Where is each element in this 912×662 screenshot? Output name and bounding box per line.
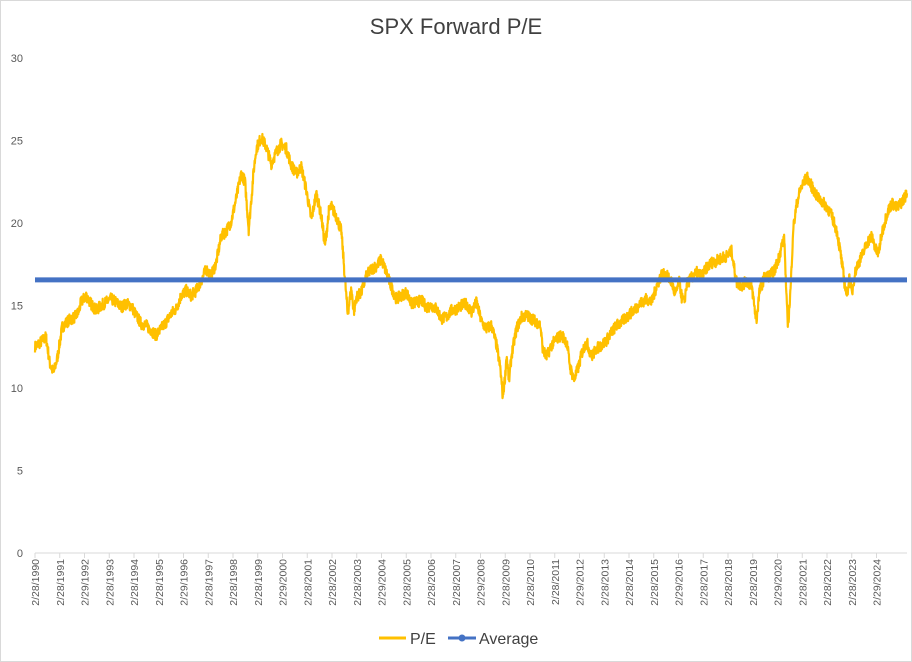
x-tick-label: 2/28/2015 — [649, 559, 661, 606]
x-tick-label: 2/29/2004 — [377, 559, 389, 606]
x-tick-label: 2/28/2019 — [748, 559, 760, 606]
x-tick-label: 2/29/2000 — [278, 559, 290, 606]
x-tick-label: 2/28/2007 — [451, 559, 463, 606]
x-tick-label: 2/28/1998 — [228, 559, 240, 606]
x-tick-label: 2/29/2012 — [575, 559, 587, 606]
legend-average-label: Average — [479, 631, 538, 648]
chart-title: SPX Forward P/E — [370, 14, 542, 39]
x-tick-label: 2/29/2020 — [773, 559, 785, 606]
x-tick-label: 2/28/1999 — [253, 559, 265, 606]
x-tick-label: 2/28/2010 — [525, 559, 537, 606]
x-tick-label: 2/29/2008 — [476, 559, 488, 606]
x-tick-label: 2/28/2002 — [327, 559, 339, 606]
x-tick-label: 2/29/1992 — [80, 559, 92, 606]
x-tick-label: 2/28/2003 — [352, 559, 364, 606]
x-tick-label: 2/28/1993 — [104, 559, 116, 606]
x-tick-label: 2/29/2016 — [674, 559, 686, 606]
y-tick-label: 15 — [11, 301, 23, 313]
y-tick-label: 5 — [17, 466, 23, 478]
x-tick-label: 2/28/2023 — [847, 559, 859, 606]
y-axis-ticks: 0 5 10 15 20 25 30 — [11, 53, 23, 560]
y-tick-label: 10 — [11, 383, 23, 395]
x-tick-label: 2/28/2009 — [500, 559, 512, 606]
x-tick-label: 2/28/1994 — [129, 559, 141, 606]
gridlines — [35, 57, 907, 554]
x-axis-ticks: 2/28/1990 2/28/1991 2/29/1992 2/28/1993 2/28… — [30, 553, 884, 606]
x-tick-label: 2/28/2022 — [822, 559, 834, 606]
x-tick-label: 2/28/1995 — [154, 559, 166, 606]
x-tick-label: 2/28/2021 — [797, 559, 809, 606]
pe-series-line — [33, 132, 909, 400]
x-tick-label: 2/28/1997 — [203, 559, 215, 606]
y-tick-label: 25 — [11, 136, 23, 148]
x-tick-label: 2/28/2011 — [550, 559, 562, 605]
x-tick-label: 2/28/2017 — [698, 559, 710, 606]
plot-area — [33, 132, 909, 400]
x-tick-label: 2/28/2018 — [723, 559, 735, 606]
x-tick-label: 2/28/1991 — [55, 559, 67, 606]
y-tick-label: 30 — [11, 53, 23, 65]
x-tick-label: 2/29/1996 — [179, 559, 191, 606]
legend-pe-label: P/E — [410, 631, 436, 648]
x-tick-label: 2/28/2001 — [302, 559, 314, 606]
x-tick-label: 2/28/2005 — [401, 559, 413, 606]
x-tick-label: 2/28/2006 — [426, 559, 438, 606]
x-tick-label: 2/28/2013 — [599, 559, 611, 606]
y-tick-label: 0 — [17, 548, 23, 560]
x-tick-label: 2/28/2014 — [624, 559, 636, 606]
x-tick-label: 2/28/1990 — [30, 559, 42, 606]
x-tick-label: 2/29/2024 — [872, 559, 884, 606]
y-tick-label: 20 — [11, 218, 23, 230]
legend-average-marker-icon — [458, 634, 466, 642]
legend: P/E Average — [379, 631, 538, 648]
